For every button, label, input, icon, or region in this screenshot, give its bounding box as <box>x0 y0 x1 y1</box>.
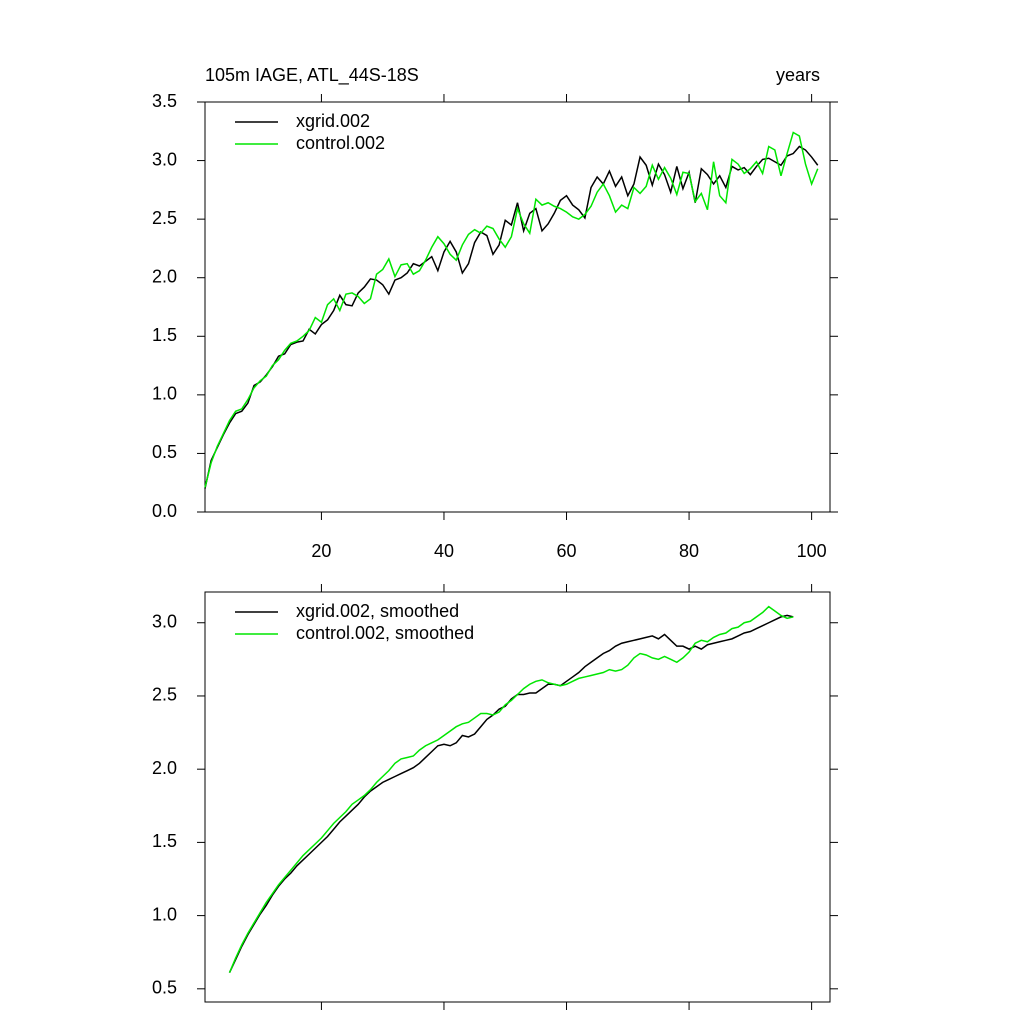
y-tick-label: 3.0 <box>152 612 177 632</box>
y-tick-label: 3.0 <box>152 149 177 169</box>
chart-title: 105m IAGE, ATL_44S-18S <box>205 65 419 86</box>
y-tick-label: 1.0 <box>152 384 177 404</box>
x-tick-label: 20 <box>311 541 331 561</box>
plot-frame <box>204 591 831 1003</box>
x-tick-label: 40 <box>434 541 454 561</box>
y-tick-label: 0.5 <box>152 442 177 462</box>
y-tick-label: 2.0 <box>152 266 177 286</box>
units-label: years <box>776 65 820 85</box>
legend-label: xgrid.002, smoothed <box>296 601 459 621</box>
data-line <box>228 605 794 973</box>
legend-label: xgrid.002 <box>296 111 370 131</box>
x-tick-label: 100 <box>797 541 827 561</box>
legend-label: control.002 <box>296 133 385 153</box>
legend-label: control.002, smoothed <box>296 623 474 643</box>
y-tick-label: 2.5 <box>152 685 177 705</box>
y-tick-label: 1.5 <box>152 325 177 345</box>
y-tick-label: 0.5 <box>152 978 177 998</box>
y-tick-label: 1.0 <box>152 904 177 924</box>
x-tick-label: 80 <box>679 541 699 561</box>
data-line <box>204 131 819 488</box>
y-tick-label: 2.0 <box>152 758 177 778</box>
y-tick-label: 0.0 <box>152 501 177 521</box>
plot-frame <box>204 101 831 513</box>
y-tick-label: 3.5 <box>152 91 177 111</box>
data-line <box>228 614 794 974</box>
y-tick-label: 2.5 <box>152 208 177 228</box>
x-tick-label: 60 <box>557 541 577 561</box>
y-tick-label: 1.5 <box>152 831 177 851</box>
